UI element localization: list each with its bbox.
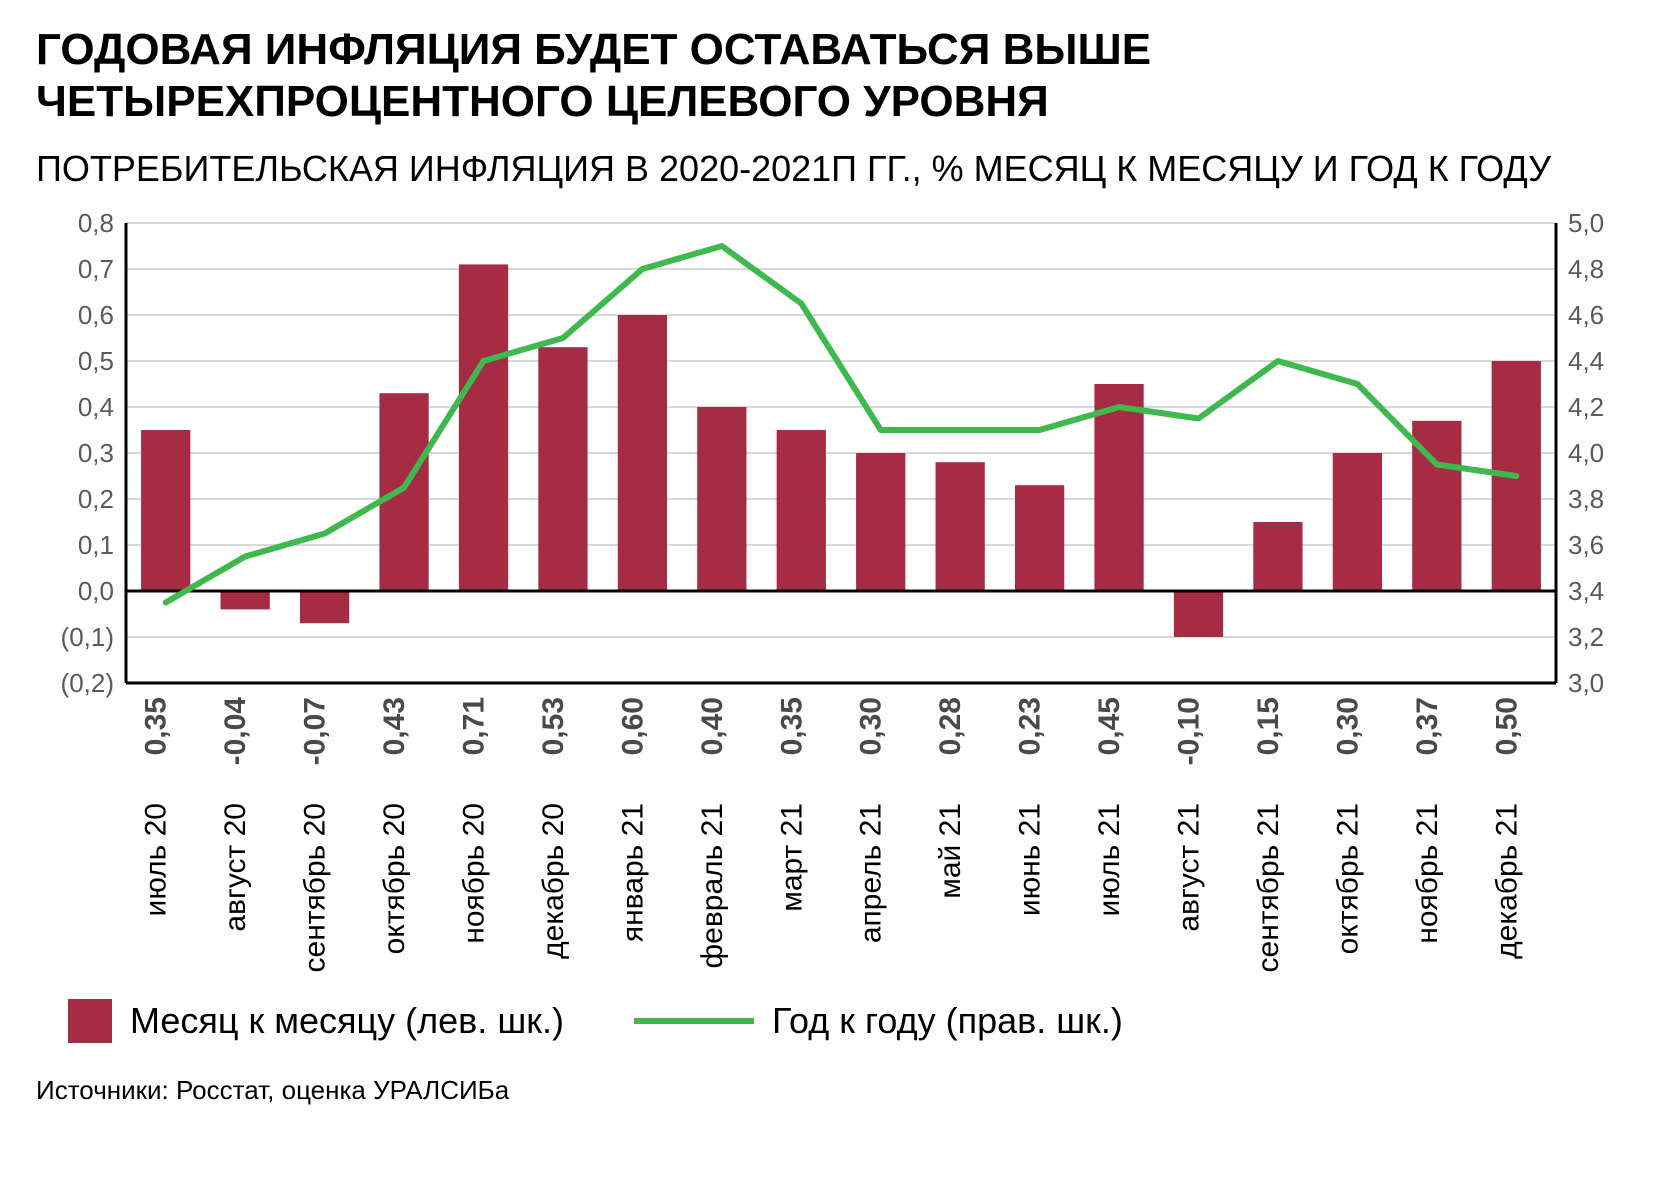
y-right-tick-label: 4,2 [1568,392,1604,422]
category-label: март 21 [775,803,808,912]
bar-value-label: 0,30 [1331,697,1364,755]
bar-value-label: -0,10 [1173,697,1206,765]
category-label: июнь 21 [1014,803,1047,916]
category-label: сентябрь 20 [299,803,332,972]
y-right-tick-label: 4,8 [1568,254,1604,284]
y-right-tick-label: 4,6 [1568,300,1604,330]
bar [1253,522,1302,591]
source-text: Источники: Росстат, оценка УРАЛСИБа [36,1075,1644,1106]
y-right-tick-label: 4,4 [1568,346,1604,376]
bar-value-label: 0,40 [696,697,729,755]
bar-value-label: 0,35 [140,697,173,755]
legend-line-swatch [634,1018,754,1024]
category-label: сентябрь 21 [1252,803,1285,972]
page-root: { "title_text": "ГОДОВАЯ ИНФЛЯЦИЯ БУДЕТ … [0,0,1680,1199]
bar [300,591,349,623]
bar-value-label: -0,04 [219,697,252,766]
chart-title: ГОДОВАЯ ИНФЛЯЦИЯ БУДЕТ ОСТАВАТЬСЯ ВЫШЕ Ч… [36,24,1644,128]
bar-value-label: 0,53 [537,697,570,755]
bar [777,430,826,591]
y-left-tick-label: (0,2) [61,668,114,698]
bar [221,591,270,609]
y-left-tick-label: 0,8 [78,213,114,238]
bar-value-label: 0,37 [1411,697,1444,755]
y-right-tick-label: 3,6 [1568,530,1604,560]
y-left-tick-label: 0,3 [78,438,114,468]
bar [1015,485,1064,591]
legend-bar-label: Месяц к месяцу (лев. шк.) [130,1000,564,1042]
bar [936,462,985,591]
bar-value-label: 0,60 [616,697,649,755]
legend-bar-swatch [68,999,112,1043]
bar [379,393,428,591]
category-label: май 21 [934,803,967,899]
y-left-tick-label: 0,2 [78,484,114,514]
category-label: ноябрь 20 [458,803,491,944]
category-label: апрель 21 [855,803,888,943]
legend-line-label: Год к году (прав. шк.) [772,1000,1123,1042]
category-label: июль 21 [1093,803,1126,916]
category-label: ноябрь 21 [1411,803,1444,944]
legend: Месяц к месяцу (лев. шк.) Год к году (пр… [68,999,1644,1043]
bar [618,315,667,591]
bar-value-label: 0,43 [378,697,411,755]
y-right-tick-label: 3,2 [1568,622,1604,652]
bar-value-label: 0,30 [855,697,888,755]
category-label: февраль 21 [696,803,729,969]
y-left-tick-label: 0,6 [78,300,114,330]
bar [856,453,905,591]
category-label: октябрь 21 [1331,803,1364,954]
y-left-tick-label: 0,0 [78,576,114,606]
bar [141,430,190,591]
chart-subtitle: ПОТРЕБИТЕЛЬСКАЯ ИНФЛЯЦИЯ В 2020-2021П ГГ… [36,146,1644,191]
category-label: декабрь 20 [537,803,570,959]
y-left-tick-label: 0,1 [78,530,114,560]
legend-bar-item: Месяц к месяцу (лев. шк.) [68,999,564,1043]
bar [1333,453,1382,591]
category-label: август 20 [219,803,252,932]
y-right-tick-label: 3,4 [1568,576,1604,606]
category-label: июль 20 [140,803,173,916]
category-label: декабрь 21 [1490,803,1523,959]
bar-value-label: 0,35 [775,697,808,755]
y-right-tick-label: 3,0 [1568,668,1604,698]
y-right-tick-label: 5,0 [1568,213,1604,238]
y-right-tick-label: 4,0 [1568,438,1604,468]
bar [1174,591,1223,637]
inflation-chart: (0,2) (0,1) 0,0 0,1 0,2 0,3 0,4 0,5 0,6 0,7 0,8 3,0… [36,213,1644,973]
bar-value-label: 0,71 [458,697,491,755]
bar-value-label: 0,45 [1093,697,1126,755]
bar-value-label: 0,15 [1252,697,1285,755]
bar-value-label: 0,28 [934,697,967,755]
y-left-tick-label: 0,5 [78,346,114,376]
bar-value-label: 0,50 [1490,697,1523,755]
category-label: январь 21 [616,803,649,942]
y-left-tick-label: (0,1) [61,622,114,652]
y-right-tick-label: 3,8 [1568,484,1604,514]
bar [459,264,508,591]
chart-bg [36,213,1644,973]
category-label: октябрь 20 [378,803,411,954]
bar [538,347,587,591]
chart-container: (0,2) (0,1) 0,0 0,1 0,2 0,3 0,4 0,5 0,6 0,7 0,8 3,0… [36,213,1644,973]
bar [697,407,746,591]
y-left-tick-label: 0,7 [78,254,114,284]
bar-value-label: 0,23 [1014,697,1047,755]
category-label: август 21 [1173,803,1206,932]
legend-line-item: Год к году (прав. шк.) [634,1000,1123,1042]
bar-value-label: -0,07 [299,697,332,765]
y-left-tick-label: 0,4 [78,392,114,422]
